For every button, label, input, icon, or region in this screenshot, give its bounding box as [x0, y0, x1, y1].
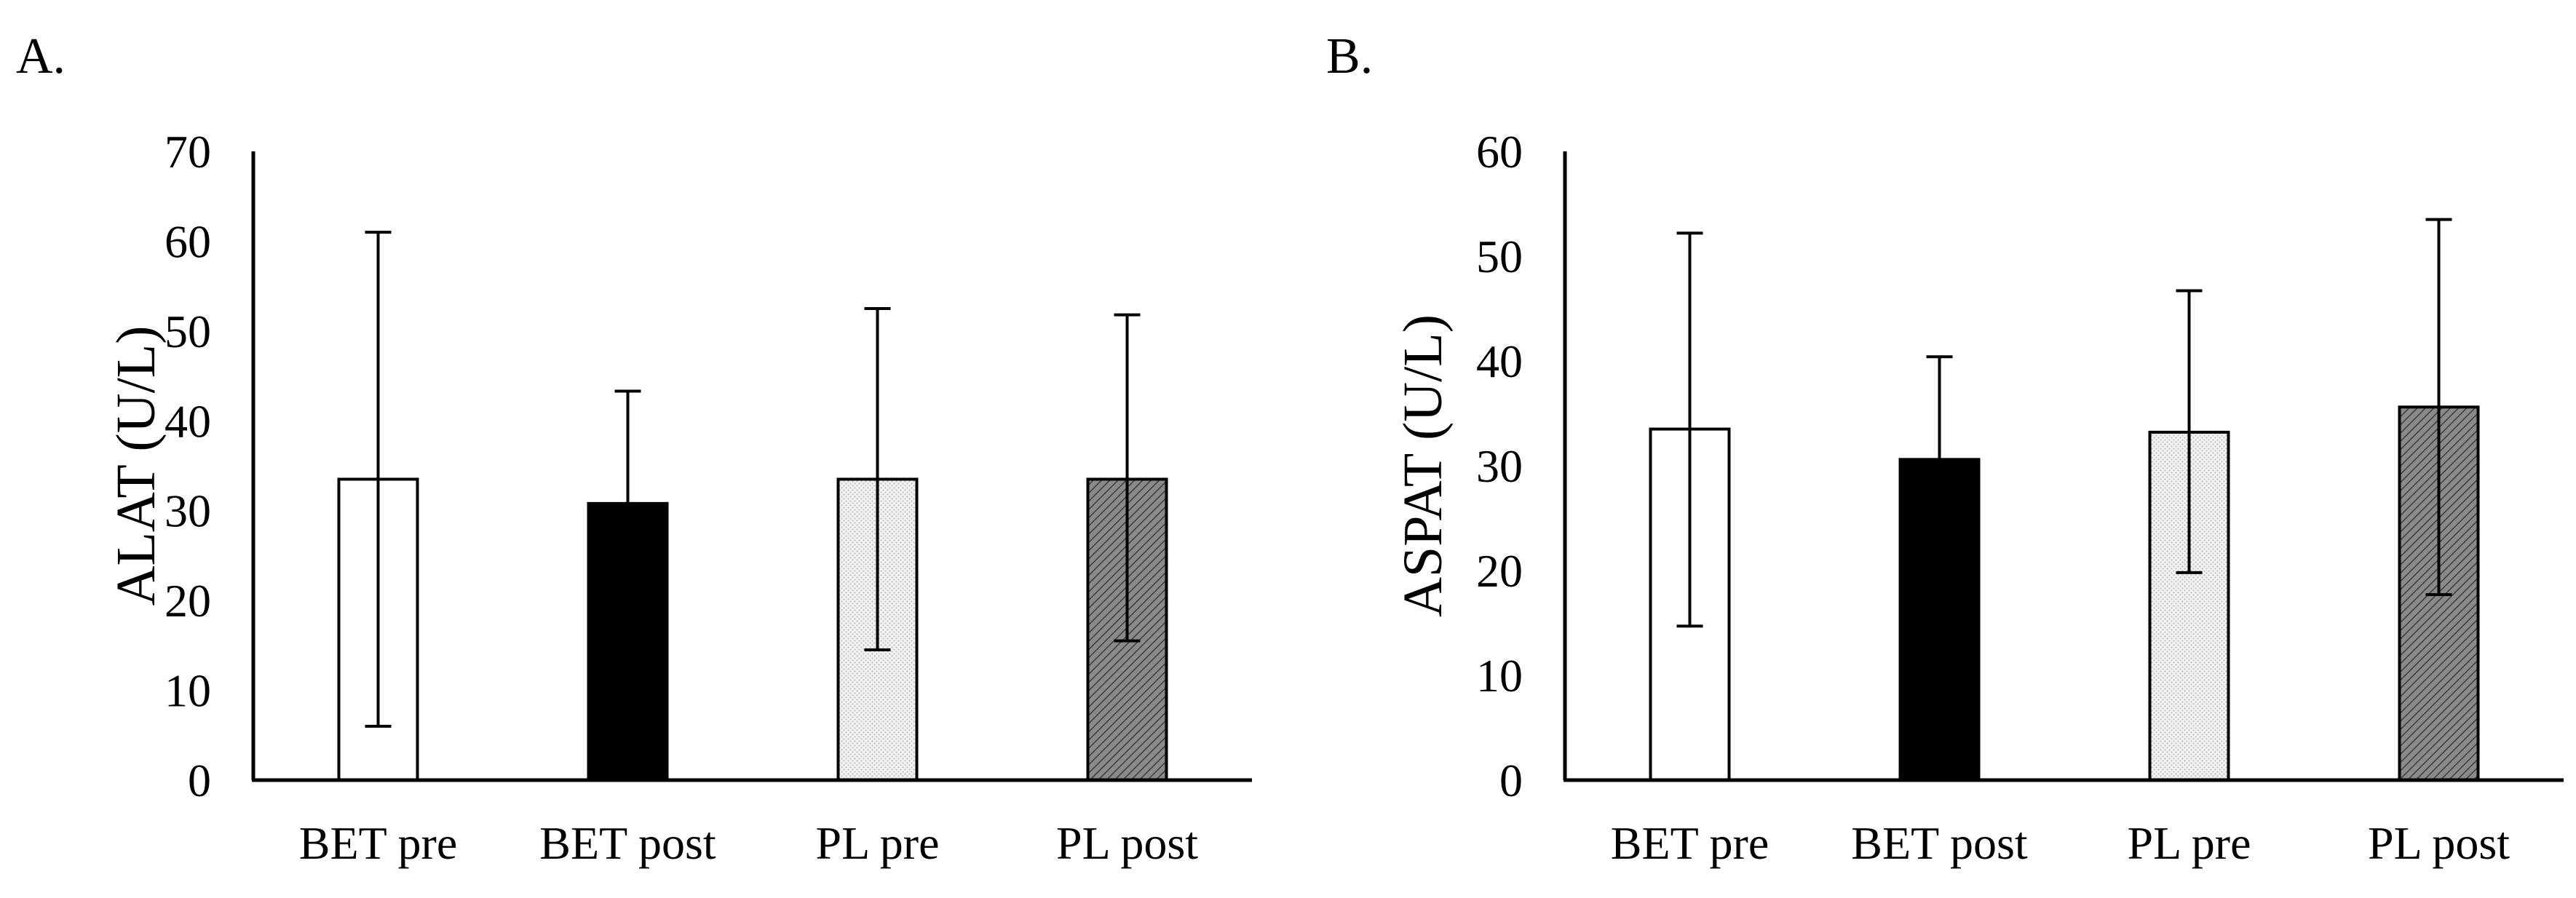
x-category-label: PL post: [1056, 817, 1198, 869]
bar-bet-post: [587, 501, 669, 782]
error-bar: [2425, 218, 2452, 597]
x-category-label: BET pre: [1611, 817, 1769, 869]
chart-panel-a: A. ALAT (U/L) 0 10 20 30 40 50 60 70 BET pre BET…: [16, 28, 1252, 869]
error-bar: [1114, 313, 1141, 643]
x-category-label: BET post: [1851, 817, 2028, 869]
x-category-label: BET post: [539, 817, 716, 869]
error-bar: [365, 231, 392, 728]
x-category-label: PL pre: [815, 817, 939, 869]
y-tick-label: 0: [188, 755, 211, 806]
y-tick-label: 60: [165, 215, 211, 267]
x-category-label: PL pre: [2127, 817, 2251, 869]
y-tick-label: 70: [165, 126, 211, 178]
y-tick-label: 40: [1476, 335, 1523, 387]
y-tick-label: 30: [1476, 440, 1523, 492]
error-bar: [614, 389, 641, 504]
y-tick-label: 10: [165, 665, 211, 717]
y-tick-label: 30: [165, 485, 211, 537]
x-category-label: PL post: [2368, 817, 2510, 869]
y-tick-label: 20: [1476, 545, 1523, 597]
y-tick-label: 0: [1499, 755, 1523, 806]
bar-bet-post: [1898, 458, 1981, 782]
y-tick-label: 10: [1476, 650, 1523, 702]
error-bar: [1676, 231, 1703, 628]
panel-letter: B.: [1326, 28, 1373, 84]
chart-panel-b: B. ASPAT (U/L) 0 10 20 30 40 50 60 BET pre BET …: [1326, 28, 2564, 869]
y-axis-label: ALAT (U/L): [106, 326, 167, 606]
panel-letter: A.: [16, 28, 66, 84]
y-tick-label: 60: [1476, 126, 1523, 178]
y-tick-label: 50: [1476, 231, 1523, 282]
y-axis-label: ASPAT (U/L): [1392, 314, 1454, 617]
y-tick-label: 20: [165, 575, 211, 627]
error-bar: [2176, 289, 2203, 574]
x-category-label: BET pre: [299, 817, 457, 869]
y-tick-label: 50: [165, 306, 211, 357]
error-bar: [864, 307, 891, 652]
error-bar: [1926, 355, 1953, 460]
y-tick-label: 40: [165, 395, 211, 447]
